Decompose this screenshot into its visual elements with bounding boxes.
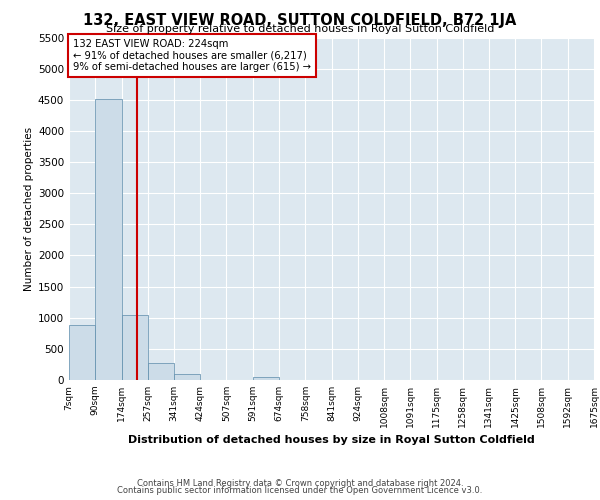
Y-axis label: Number of detached properties: Number of detached properties (24, 126, 34, 291)
X-axis label: Distribution of detached houses by size in Royal Sutton Coldfield: Distribution of detached houses by size … (128, 436, 535, 446)
Bar (253, 376, 279, 380)
Text: Size of property relative to detached houses in Royal Sutton Coldfield: Size of property relative to detached ho… (106, 24, 494, 34)
Text: Contains HM Land Registry data © Crown copyright and database right 2024.: Contains HM Land Registry data © Crown c… (137, 478, 463, 488)
Bar (69, 325, 95, 380)
Bar (95, 98, 122, 380)
Bar (174, 374, 200, 380)
Bar (122, 314, 148, 380)
Text: 132, EAST VIEW ROAD, SUTTON COLDFIELD, B72 1JA: 132, EAST VIEW ROAD, SUTTON COLDFIELD, B… (83, 12, 517, 28)
Text: 132 EAST VIEW ROAD: 224sqm
← 91% of detached houses are smaller (6,217)
9% of se: 132 EAST VIEW ROAD: 224sqm ← 91% of deta… (73, 38, 311, 72)
Text: Contains public sector information licensed under the Open Government Licence v3: Contains public sector information licen… (118, 486, 482, 495)
Bar (148, 364, 174, 380)
